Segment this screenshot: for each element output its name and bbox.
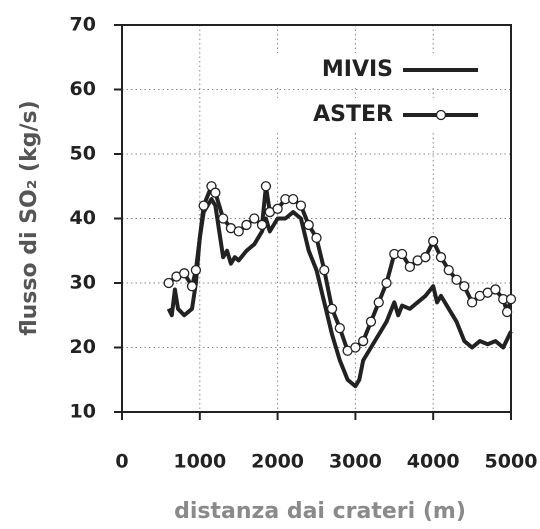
- data-point: [272, 203, 283, 214]
- data-point: [311, 232, 322, 244]
- data-point: [420, 252, 431, 263]
- data-point: [163, 277, 174, 289]
- x-axis-label: distanza dai crateri (m): [174, 499, 466, 524]
- y-tick-label: 70: [70, 14, 96, 36]
- legend-label: MIVIS: [322, 57, 393, 82]
- data-point: [179, 268, 190, 279]
- y-tick-label: 30: [70, 272, 96, 294]
- data-point: [459, 281, 470, 292]
- y-tick-label: 50: [70, 143, 96, 165]
- plot-frame: [121, 24, 512, 413]
- data-point: [186, 281, 198, 292]
- y-axis-label: flusso di SO₂ (kg/s): [17, 100, 42, 335]
- x-tick-label: 3000: [329, 451, 382, 473]
- data-point: [190, 264, 202, 276]
- y-tick-label: 20: [70, 336, 96, 358]
- x-tick-label: 4000: [407, 451, 460, 473]
- data-point: [303, 219, 314, 231]
- x-tick-label: 0: [115, 451, 128, 473]
- data-point: [490, 284, 501, 295]
- data-point: [505, 293, 517, 305]
- data-point: [501, 306, 513, 318]
- data-point: [466, 297, 478, 308]
- data-point: [428, 235, 439, 247]
- data-point: [443, 264, 454, 276]
- data-point: [198, 200, 209, 211]
- data-point: [435, 252, 447, 263]
- y-tick-label: 60: [70, 78, 96, 100]
- data-line: [166, 197, 513, 389]
- data-point: [295, 200, 307, 211]
- data-point: [373, 297, 384, 308]
- x-tick-label: 5000: [485, 451, 538, 473]
- data-point: [260, 181, 272, 192]
- x-tick-label: 2000: [251, 451, 304, 473]
- data-point: [249, 213, 260, 224]
- data-point: [350, 342, 361, 353]
- data-point: [381, 277, 392, 289]
- data-point: [358, 335, 369, 347]
- data-point: [334, 322, 345, 334]
- data-point: [319, 264, 330, 276]
- legend-label: ASTER: [313, 102, 393, 127]
- data-point: [404, 261, 416, 273]
- data-point: [217, 213, 229, 224]
- data-point: [451, 274, 462, 285]
- y-tick-label: 40: [70, 207, 96, 229]
- data-point: [241, 219, 252, 231]
- data-point: [256, 219, 268, 231]
- data-point: [326, 303, 338, 314]
- data-point: [365, 316, 377, 327]
- y-tick-label: 10: [70, 401, 96, 423]
- data-point: [288, 193, 299, 205]
- data-point: [210, 187, 221, 198]
- data-point: [396, 248, 408, 260]
- legend-marker: [435, 109, 447, 121]
- x-tick-label: 1000: [173, 451, 226, 473]
- data-point: [233, 226, 244, 237]
